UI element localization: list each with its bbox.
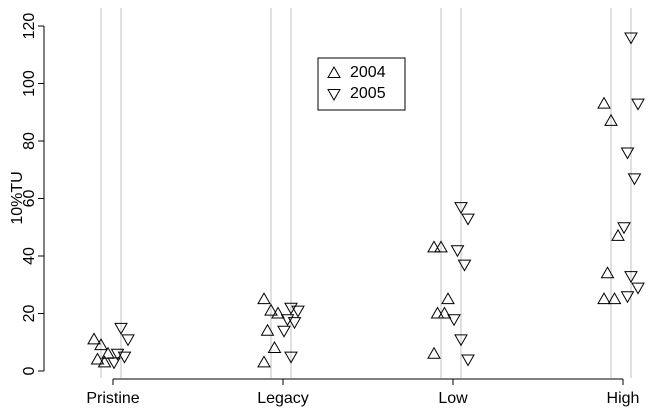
point xyxy=(434,240,448,253)
point xyxy=(110,348,125,361)
point xyxy=(271,306,285,319)
point xyxy=(620,147,635,160)
y-tick-label: 40 xyxy=(21,247,38,265)
y-tick-label: 20 xyxy=(21,305,38,323)
point xyxy=(427,240,441,253)
point xyxy=(280,314,295,327)
point xyxy=(631,282,645,295)
point xyxy=(597,96,611,109)
point xyxy=(97,355,112,368)
point xyxy=(87,332,101,345)
legend-box xyxy=(317,57,406,111)
point xyxy=(437,306,452,319)
point xyxy=(260,323,275,336)
point xyxy=(631,98,645,111)
y-tick-label: 100 xyxy=(21,70,38,97)
x-tick-label: Pristine xyxy=(86,390,139,407)
point xyxy=(430,306,445,319)
point xyxy=(447,314,461,327)
point xyxy=(107,357,121,370)
x-tick-label: Legacy xyxy=(257,390,309,407)
point xyxy=(461,354,475,367)
legend-label: 2005 xyxy=(350,85,386,102)
point xyxy=(427,346,441,359)
point xyxy=(620,291,635,304)
y-tick-label: 120 xyxy=(21,13,38,40)
point xyxy=(457,259,472,272)
point xyxy=(284,302,298,315)
point xyxy=(454,334,468,347)
point xyxy=(257,292,271,305)
point xyxy=(117,351,132,364)
point xyxy=(450,245,465,258)
point xyxy=(600,266,615,279)
point xyxy=(277,325,291,338)
point xyxy=(604,113,618,126)
legend-symbol xyxy=(327,89,341,102)
point xyxy=(461,213,475,226)
point xyxy=(291,305,305,318)
point xyxy=(441,292,455,305)
point xyxy=(114,322,128,335)
legend-label: 2004 xyxy=(350,64,386,81)
point xyxy=(257,355,271,368)
point xyxy=(267,340,282,353)
point xyxy=(454,202,468,215)
y-tick-label: 60 xyxy=(21,190,38,208)
point xyxy=(121,334,135,347)
point xyxy=(617,222,631,235)
point xyxy=(624,271,638,284)
y-tick-label: 0 xyxy=(21,366,38,375)
point xyxy=(287,317,302,330)
legend-symbol xyxy=(327,65,341,78)
y-tick-label: 80 xyxy=(21,132,38,150)
point xyxy=(597,292,611,305)
point xyxy=(264,303,278,316)
point xyxy=(94,338,108,351)
point xyxy=(624,32,638,45)
x-tick-label: High xyxy=(607,390,640,407)
point xyxy=(627,173,642,186)
x-tick-label: Low xyxy=(438,390,468,407)
point xyxy=(284,351,298,364)
y-axis-label: 10%TU xyxy=(9,171,26,224)
point xyxy=(611,228,625,241)
point xyxy=(607,292,622,305)
point xyxy=(90,352,105,365)
